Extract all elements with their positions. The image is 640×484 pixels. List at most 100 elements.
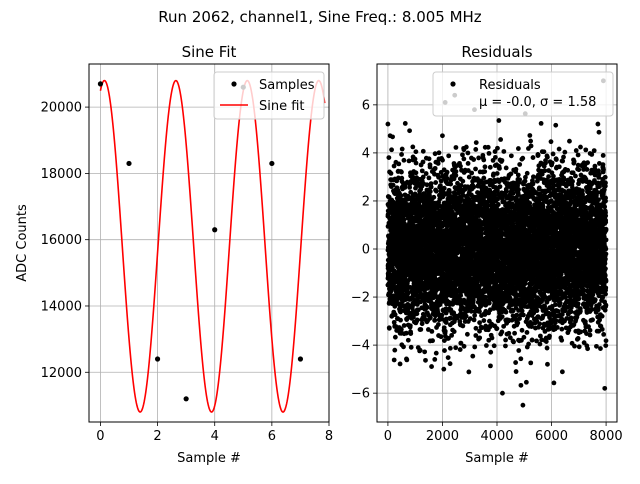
residual-point [429, 185, 434, 190]
residual-point [400, 147, 405, 152]
residual-point [460, 179, 465, 184]
residual-point [414, 170, 419, 175]
residual-point [516, 187, 521, 192]
residual-point [448, 346, 453, 351]
sine-fit-y-tick-label: 14000 [41, 299, 82, 314]
residual-point [398, 318, 403, 323]
residual-point [440, 133, 445, 138]
sine-fit-x-axis-label: Sample # [177, 451, 241, 466]
residual-point [399, 327, 404, 332]
residual-point [425, 305, 430, 310]
residual-point [460, 152, 465, 157]
residual-point [404, 331, 409, 336]
residual-point [391, 183, 396, 188]
residual-point [513, 360, 518, 365]
residual-point [471, 157, 476, 162]
residual-point [496, 118, 501, 123]
residual-point [427, 176, 432, 181]
residual-point [407, 128, 412, 133]
residual-point [399, 170, 404, 175]
residual-point [481, 318, 486, 323]
residual-point [464, 314, 469, 319]
residual-point [520, 309, 525, 314]
residual-point [445, 170, 450, 175]
residual-point [434, 351, 439, 356]
residual-point [448, 316, 453, 321]
residual-point [477, 320, 482, 325]
residual-point [418, 348, 423, 353]
sine-fit-x-tick-label: 2 [153, 429, 161, 444]
residual-point [504, 310, 509, 315]
residual-point [446, 355, 451, 360]
residual-point [462, 344, 467, 349]
sine-fit-title: Sine Fit [182, 43, 237, 61]
residual-point [448, 182, 453, 187]
residual-point [409, 345, 414, 350]
residual-point [520, 328, 525, 333]
residual-point [408, 331, 413, 336]
sine-fit-y-axis-label: ADC Counts [15, 204, 30, 282]
residual-point [501, 149, 506, 154]
sine-fit-y-tick-label: 16000 [41, 233, 82, 248]
residual-point [496, 202, 501, 207]
legend-samples-label: Samples [259, 78, 315, 93]
residual-point [422, 349, 427, 354]
residual-point [432, 318, 437, 323]
residual-point [519, 383, 524, 388]
residual-point [429, 329, 434, 334]
residual-point [432, 357, 437, 362]
residual-point [488, 350, 493, 355]
residual-point [436, 161, 441, 166]
residual-point [389, 147, 394, 152]
residual-point [436, 322, 441, 327]
residual-point [464, 145, 469, 150]
residual-point [423, 358, 428, 363]
residual-point [518, 356, 523, 361]
residual-point [515, 321, 520, 326]
residual-point [428, 189, 433, 194]
residual-point [472, 345, 477, 350]
residual-point [399, 193, 404, 198]
residual-point [471, 185, 476, 190]
residual-point [469, 171, 474, 176]
residual-point [410, 144, 415, 149]
residual-point [517, 162, 522, 167]
residual-point [434, 189, 439, 194]
residual-point [430, 338, 435, 343]
sine-fit-x-tick-label: 8 [325, 429, 333, 444]
residual-point [439, 334, 444, 339]
residual-point [488, 363, 493, 368]
residual-point [396, 162, 401, 167]
residual-point [504, 166, 509, 171]
residual-point [516, 173, 521, 178]
sine-fit-legend: Samples Sine fit [214, 72, 324, 119]
sine-fit-x-tick-label: 6 [268, 429, 276, 444]
residual-point [483, 164, 488, 169]
residual-point [414, 161, 419, 166]
residual-point [499, 330, 504, 335]
residual-point [398, 362, 403, 367]
sample-point [126, 161, 131, 166]
sample-point [98, 81, 103, 86]
residual-point [516, 146, 521, 151]
legend-samples-marker [231, 81, 236, 86]
residual-point [498, 137, 503, 142]
residual-point [492, 343, 497, 348]
residual-point [429, 364, 434, 369]
residual-point [452, 329, 457, 334]
residual-point [433, 180, 438, 185]
sample-point [298, 356, 303, 361]
residual-point [506, 331, 511, 336]
residual-point [386, 155, 391, 160]
residual-point [392, 348, 397, 353]
residual-point [437, 150, 442, 155]
sample-point [269, 161, 274, 166]
figure-suptitle: Run 2062, channel1, Sine Freq.: 8.005 MH… [158, 8, 482, 26]
residual-point [500, 158, 505, 163]
residual-point [509, 153, 514, 158]
sine-fit-y-tick-label: 18000 [41, 167, 82, 182]
residual-point [497, 166, 502, 171]
residual-point [421, 149, 426, 154]
residual-point [470, 354, 475, 359]
residual-point [393, 335, 398, 340]
